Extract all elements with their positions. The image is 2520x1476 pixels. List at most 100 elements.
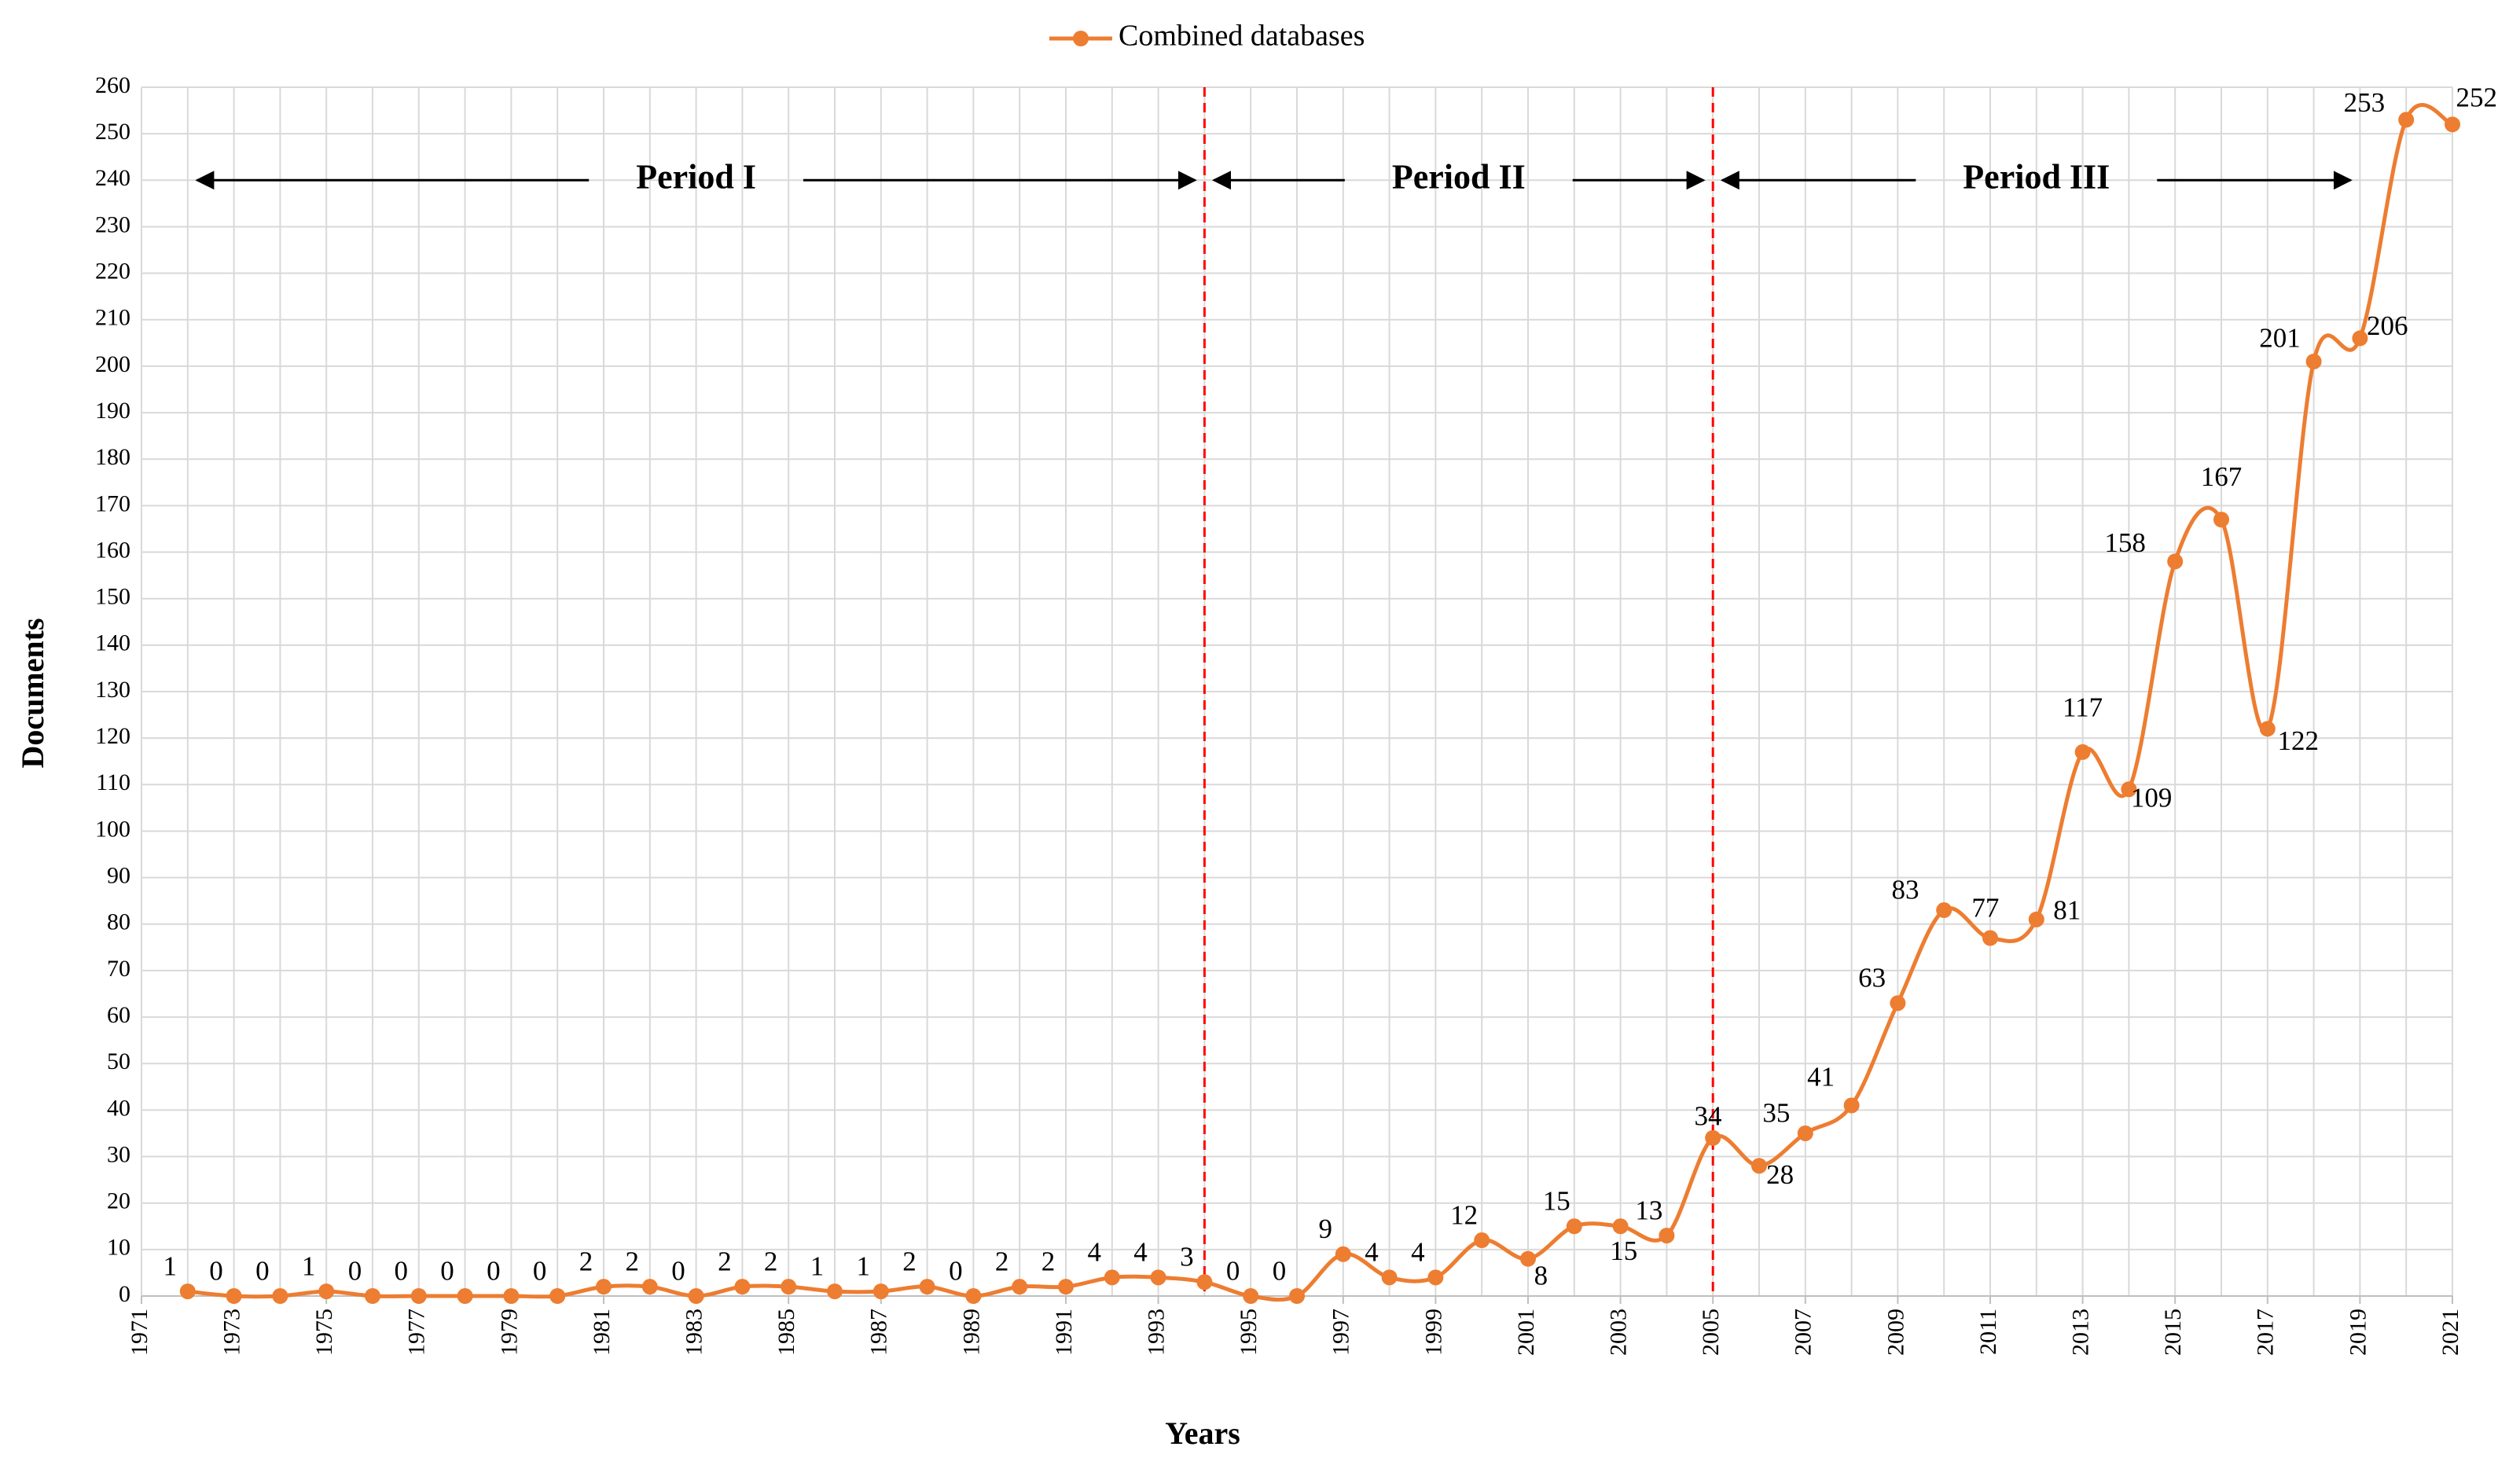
y-tick-label: 100: [95, 816, 130, 842]
data-label: 28: [1766, 1159, 1794, 1190]
data-point: [596, 1279, 612, 1295]
x-tick-label: 2011: [1975, 1309, 2001, 1355]
data-label: 0: [348, 1255, 362, 1286]
period-label: Period II: [1392, 157, 1526, 196]
data-label: 41: [1807, 1062, 1835, 1092]
data-point: [2167, 553, 2184, 570]
data-point: [734, 1279, 751, 1295]
data-label: 122: [2278, 725, 2320, 756]
data-point: [781, 1279, 797, 1295]
data-label: 4: [1087, 1237, 1101, 1268]
data-label: 4: [1365, 1237, 1379, 1268]
data-label: 0: [949, 1255, 963, 1286]
y-tick-label: 70: [107, 956, 130, 982]
data-label: 0: [487, 1255, 501, 1286]
data-label: 13: [1635, 1195, 1662, 1225]
data-label: 12: [1450, 1199, 1478, 1230]
data-point: [1381, 1269, 1398, 1286]
data-point: [965, 1288, 982, 1304]
y-tick-label: 150: [95, 584, 130, 610]
x-tick-label: 1987: [866, 1309, 892, 1356]
x-tick-label: 1981: [589, 1309, 615, 1356]
data-label: 3: [1180, 1242, 1194, 1272]
data-point: [1751, 1158, 1767, 1174]
data-point: [1243, 1288, 1259, 1304]
data-label: 81: [2053, 895, 2081, 926]
data-point: [1982, 930, 1998, 946]
data-point: [1520, 1250, 1536, 1267]
data-label: 253: [2344, 87, 2386, 118]
data-point: [318, 1283, 335, 1300]
data-label: 63: [1858, 963, 1886, 993]
data-point: [226, 1288, 242, 1304]
data-label: 0: [394, 1255, 408, 1286]
y-tick-label: 160: [95, 537, 130, 563]
data-label: 2: [764, 1246, 778, 1276]
x-tick-label: 1977: [404, 1309, 430, 1356]
y-tick-label: 20: [107, 1188, 130, 1214]
data-point: [457, 1288, 473, 1304]
data-label: 0: [209, 1255, 223, 1286]
x-tick-label: 1989: [958, 1309, 984, 1356]
x-tick-label: 1997: [1328, 1309, 1354, 1356]
data-point: [272, 1288, 288, 1304]
x-tick-label: 1985: [773, 1309, 799, 1356]
y-tick-label: 90: [107, 863, 130, 889]
data-label: 1: [856, 1250, 870, 1281]
data-label: 0: [533, 1255, 547, 1286]
data-label: 35: [1762, 1097, 1790, 1128]
y-tick-label: 80: [107, 909, 130, 935]
data-point: [872, 1283, 889, 1300]
data-point: [2398, 112, 2415, 128]
data-point: [688, 1288, 704, 1304]
x-tick-label: 1975: [311, 1309, 337, 1356]
data-label: 109: [2131, 783, 2173, 813]
data-point: [2259, 721, 2276, 737]
y-tick-label: 230: [95, 211, 130, 237]
data-point: [2074, 744, 2091, 760]
x-tick-label: 2005: [1698, 1309, 1724, 1356]
data-label: 117: [2063, 692, 2103, 723]
data-point: [827, 1283, 843, 1300]
y-tick-label: 220: [95, 259, 130, 285]
data-point: [1196, 1274, 1213, 1291]
x-tick-label: 1971: [127, 1309, 152, 1356]
x-tick-label: 2013: [2067, 1309, 2093, 1356]
data-label: 77: [1971, 893, 1999, 923]
data-label: 1: [810, 1250, 825, 1281]
data-label: 15: [1543, 1186, 1570, 1217]
y-tick-label: 200: [95, 351, 130, 377]
x-tick-label: 2015: [2160, 1309, 2186, 1356]
data-label: 201: [2259, 322, 2301, 353]
data-point: [1104, 1269, 1120, 1286]
data-point: [410, 1288, 427, 1304]
data-point: [2445, 116, 2460, 133]
y-tick-label: 260: [95, 72, 130, 98]
x-tick-label: 1999: [1420, 1309, 1446, 1356]
data-label: 1: [163, 1250, 177, 1281]
data-label: 2: [902, 1246, 917, 1276]
series-line: [187, 103, 2453, 1302]
data-label: 206: [2367, 310, 2408, 341]
data-label: 34: [1695, 1100, 1722, 1131]
y-tick-label: 170: [95, 490, 130, 516]
data-point: [179, 1283, 196, 1300]
data-label: 0: [440, 1255, 454, 1286]
x-tick-label: 1991: [1051, 1309, 1077, 1356]
data-point: [1012, 1279, 1028, 1295]
data-point: [1058, 1279, 1074, 1295]
y-tick-label: 130: [95, 677, 130, 703]
data-point: [1612, 1218, 1629, 1235]
data-label: 9: [1318, 1213, 1332, 1244]
y-tick-label: 210: [95, 305, 130, 331]
legend-marker: [1073, 31, 1089, 46]
period-label: Period I: [636, 157, 756, 196]
y-tick-label: 60: [107, 1002, 130, 1028]
data-point: [1150, 1269, 1166, 1286]
period-label: Period III: [1963, 157, 2110, 196]
x-tick-label: 2001: [1513, 1309, 1539, 1356]
y-tick-label: 190: [95, 398, 130, 424]
data-point: [365, 1288, 380, 1304]
data-label: 167: [2201, 461, 2243, 492]
